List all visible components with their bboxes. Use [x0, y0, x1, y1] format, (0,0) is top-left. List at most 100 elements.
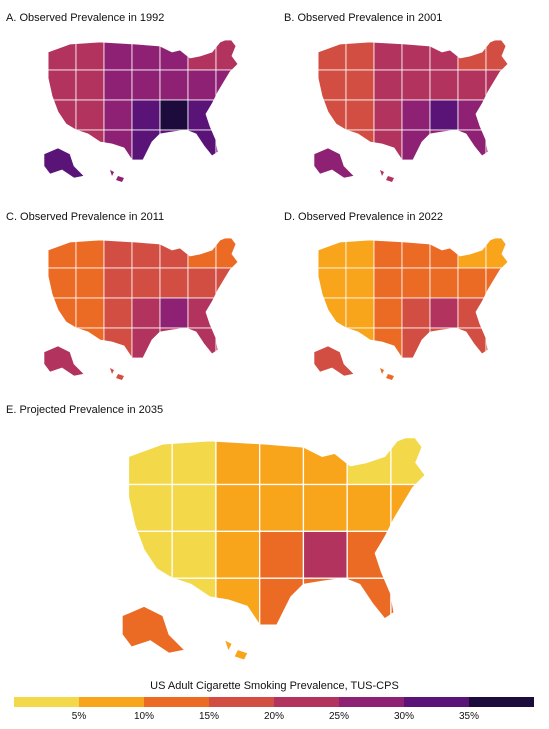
alaska-region — [313, 345, 355, 377]
alaska-region — [43, 345, 85, 377]
state-region-10 — [131, 69, 161, 101]
us-outline — [47, 37, 239, 167]
state-region-13 — [485, 69, 508, 101]
state-region-14 — [318, 99, 347, 131]
state-region-4 — [429, 237, 459, 269]
state-region-23 — [103, 327, 133, 359]
state-region-20 — [390, 530, 426, 579]
legend-tick-label: 5% — [71, 711, 87, 722]
panel-title-c: C. Observed Prevalence in 2011 — [6, 211, 165, 223]
state-region-2 — [103, 237, 133, 269]
state-region-8 — [345, 267, 375, 299]
hawaii-region — [225, 640, 248, 660]
state-region-20 — [485, 297, 508, 329]
map-e — [121, 433, 427, 660]
state-region-1 — [345, 39, 375, 71]
state-region-0 — [48, 39, 77, 71]
state-region-22 — [345, 129, 375, 161]
state-region-20 — [215, 99, 238, 131]
state-region-11 — [159, 69, 189, 101]
state-region-12 — [457, 69, 487, 101]
panel-title-d: D. Observed Prevalence in 2022 — [284, 211, 443, 223]
state-region-8 — [75, 69, 105, 101]
alaska-region — [313, 147, 355, 179]
state-region-9 — [373, 69, 403, 101]
legend-tick-label: 30% — [393, 711, 415, 722]
state-region-12 — [187, 267, 217, 299]
state-region-9 — [373, 267, 403, 299]
state-region-12 — [187, 69, 217, 101]
state-region-20 — [485, 99, 508, 131]
state-region-9 — [215, 483, 261, 532]
us-outline — [127, 433, 427, 636]
state-region-7 — [48, 69, 77, 101]
state-region-17 — [259, 530, 305, 579]
state-region-27 — [215, 327, 238, 359]
legend-swatch-0 — [14, 697, 80, 707]
legend-swatch-5 — [339, 697, 405, 707]
us-outline — [47, 235, 239, 365]
state-region-9 — [103, 267, 133, 299]
state-region-13 — [390, 483, 426, 532]
state-region-12 — [457, 267, 487, 299]
state-region-1 — [75, 237, 105, 269]
state-region-24 — [401, 129, 431, 161]
alaska-region — [121, 605, 186, 654]
legend-swatch-7 — [469, 697, 534, 707]
panel-title-b: B. Observed Prevalence in 2001 — [284, 12, 443, 24]
legend-swatch-6 — [404, 697, 470, 707]
state-region-14 — [318, 297, 347, 329]
state-region-24 — [131, 327, 161, 359]
state-region-18 — [429, 297, 459, 329]
state-region-25 — [429, 129, 459, 161]
map-a — [43, 37, 239, 182]
state-region-1 — [171, 437, 217, 486]
state-region-17 — [131, 99, 161, 131]
legend-swatch-2 — [144, 697, 210, 707]
state-region-8 — [75, 267, 105, 299]
state-region-10 — [259, 483, 305, 532]
state-region-15 — [75, 99, 105, 131]
state-region-13 — [215, 69, 238, 101]
panel-title-e: E. Projected Prevalence in 2035 — [6, 404, 164, 416]
state-region-16 — [373, 99, 403, 131]
us-outline — [317, 37, 509, 167]
state-region-14 — [128, 530, 173, 579]
hawaii-region — [110, 368, 124, 380]
state-region-15 — [345, 99, 375, 131]
state-region-18 — [429, 99, 459, 131]
state-region-18 — [159, 297, 189, 329]
state-region-18 — [302, 530, 348, 579]
state-region-23 — [373, 327, 403, 359]
panel-title-a: A. Observed Prevalence in 1992 — [6, 12, 165, 24]
state-region-14 — [48, 99, 77, 131]
state-region-16 — [103, 99, 133, 131]
state-region-4 — [159, 39, 189, 71]
legend-swatch-1 — [79, 697, 145, 707]
state-region-23 — [103, 129, 133, 161]
legend-tick-label: 20% — [263, 711, 285, 722]
map-d — [313, 235, 509, 380]
state-region-16 — [103, 297, 133, 329]
legend-tick-label: 35% — [458, 711, 480, 722]
state-region-4 — [159, 237, 189, 269]
legend-tick-label: 10% — [133, 711, 155, 722]
state-region-17 — [131, 297, 161, 329]
state-region-15 — [345, 297, 375, 329]
state-region-10 — [401, 69, 431, 101]
state-region-22 — [345, 327, 375, 359]
state-region-25 — [302, 577, 348, 626]
alaska-region — [43, 147, 85, 179]
state-region-12 — [346, 483, 392, 532]
state-region-17 — [401, 99, 431, 131]
map-b — [313, 37, 509, 182]
state-region-25 — [159, 129, 189, 161]
state-region-2 — [373, 39, 403, 71]
state-region-25 — [429, 327, 459, 359]
state-region-23 — [215, 577, 261, 626]
state-region-18 — [159, 99, 189, 131]
state-region-22 — [171, 577, 217, 626]
state-region-4 — [302, 437, 348, 486]
state-region-0 — [48, 237, 77, 269]
state-region-0 — [128, 437, 173, 486]
